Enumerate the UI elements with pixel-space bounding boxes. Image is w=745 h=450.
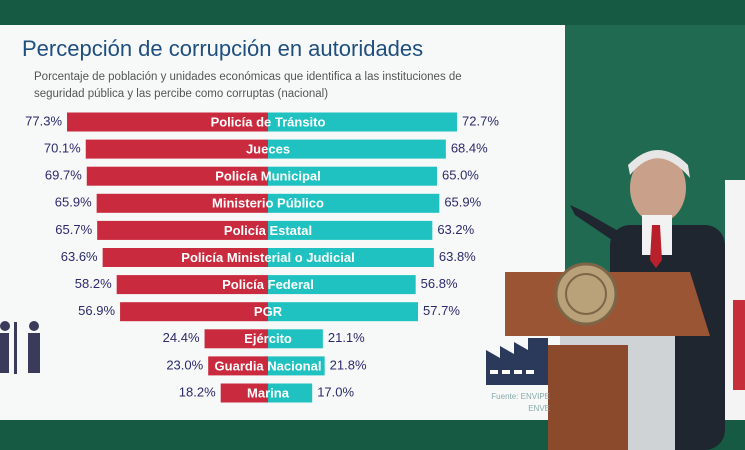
category-label: Marina bbox=[247, 385, 290, 400]
bar-population bbox=[67, 112, 269, 132]
value-label: 21.8% bbox=[330, 357, 367, 372]
value-label: 68.4% bbox=[451, 141, 488, 156]
value-label: 70.1% bbox=[44, 141, 81, 156]
value-label: 65.9% bbox=[444, 195, 481, 210]
pattern-band bbox=[0, 0, 745, 25]
population-icon bbox=[0, 321, 40, 374]
category-label: Jueces bbox=[246, 142, 290, 157]
value-label: 63.6% bbox=[61, 249, 98, 264]
bar-population bbox=[120, 302, 268, 322]
bar-business bbox=[268, 220, 433, 240]
bar-population bbox=[96, 193, 268, 213]
bar-population bbox=[97, 220, 269, 240]
source: ENVE bbox=[528, 404, 550, 413]
bar-population bbox=[220, 383, 268, 403]
category-label: Policía Ministerial o Judicial bbox=[181, 250, 354, 265]
value-label: 65.9% bbox=[55, 195, 92, 210]
value-label: 17.0% bbox=[317, 384, 354, 399]
bar-business bbox=[268, 139, 446, 159]
value-label: 77.3% bbox=[25, 113, 62, 128]
value-label: 24.4% bbox=[163, 330, 200, 345]
chart-subtitle: seguridad pública y las percibe como cor… bbox=[34, 88, 328, 100]
bar-business bbox=[268, 329, 323, 349]
value-label: 18.2% bbox=[179, 384, 216, 399]
bar-population bbox=[116, 275, 269, 295]
value-label: 69.7% bbox=[45, 168, 82, 183]
bar-population bbox=[86, 166, 268, 186]
value-label: 23.0% bbox=[166, 357, 203, 372]
category-label: Ejército bbox=[244, 331, 292, 346]
chart: 77.3% 72.7% Policía de Tránsito 70.1% 68.4% J… bbox=[25, 112, 499, 403]
chart-title: Percepción de corrupción en autoridades bbox=[22, 36, 423, 61]
bar-business bbox=[268, 383, 313, 403]
bar-business bbox=[268, 302, 419, 322]
bar-business bbox=[268, 248, 434, 267]
category-label: Policía Municipal bbox=[215, 169, 320, 184]
bar-business bbox=[268, 166, 437, 186]
category-label: Policía Estatal bbox=[224, 223, 312, 238]
bar-population bbox=[208, 356, 268, 376]
value-label: 65.0% bbox=[442, 168, 479, 183]
bar-population bbox=[102, 248, 268, 267]
value-label: 63.8% bbox=[439, 249, 476, 264]
chart-subtitle: Porcentaje de población y unidades econó… bbox=[34, 71, 462, 83]
value-label: 56.8% bbox=[421, 276, 458, 291]
value-label: 63.2% bbox=[437, 222, 474, 237]
bar-business bbox=[268, 112, 458, 132]
bar-population bbox=[85, 139, 269, 159]
podium bbox=[505, 262, 710, 450]
value-label: 65.7% bbox=[55, 222, 92, 237]
category-label: Guardia Nacional bbox=[215, 358, 322, 373]
source: Fuente: ENVIPE bbox=[491, 392, 550, 401]
category-label: Policía de Tránsito bbox=[211, 114, 326, 129]
category-label: PGR bbox=[254, 304, 283, 319]
flag-red bbox=[733, 300, 745, 390]
value-label: 57.7% bbox=[423, 303, 460, 318]
value-label: 72.7% bbox=[462, 113, 499, 128]
value-label: 58.2% bbox=[75, 276, 112, 291]
bar-population bbox=[204, 329, 268, 349]
business-icon-windows bbox=[490, 370, 534, 374]
value-label: 21.1% bbox=[328, 330, 365, 345]
category-label: Policía Federal bbox=[222, 277, 314, 292]
value-label: 56.9% bbox=[78, 303, 115, 318]
bar-business bbox=[268, 193, 440, 213]
bar-business bbox=[268, 356, 325, 376]
bar-business bbox=[268, 275, 416, 295]
category-label: Ministerio Público bbox=[212, 196, 324, 211]
